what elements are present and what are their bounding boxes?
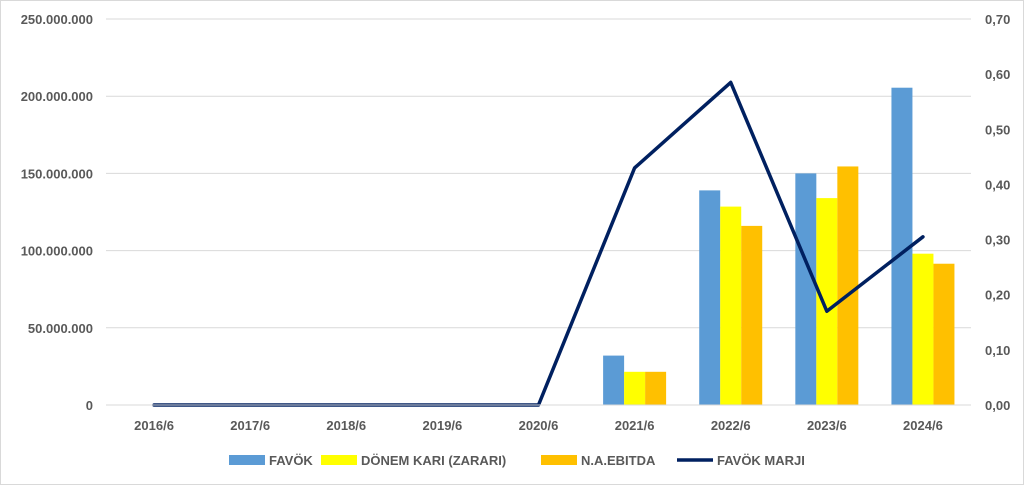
bar-n-a-ebitda [933, 263, 955, 405]
right-axis: 0,00 0,10 0,20 0,30 0,40 0,50 0,60 0,70 [985, 12, 1010, 413]
right-axis-tick-label: 0,30 [985, 233, 1010, 248]
legend-label: FAVÖK [269, 453, 313, 468]
legend-label: FAVÖK MARJI [717, 453, 805, 468]
bar-fav-k [891, 87, 913, 405]
right-axis-tick-label: 0,50 [985, 122, 1010, 137]
bar-n-a-ebitda [837, 166, 859, 405]
x-axis-tick-label: 2022/6 [711, 418, 751, 433]
left-axis-tick-label: 0 [86, 398, 93, 413]
x-axis: 2016/6 2017/6 2018/6 2019/6 2020/6 2021/6 2022… [106, 404, 971, 433]
bar-fav-k [699, 190, 721, 405]
x-axis-tick-label: 2019/6 [423, 418, 463, 433]
x-axis-tick-label: 2023/6 [807, 418, 847, 433]
left-axis-tick-label: 200.000.000 [21, 89, 93, 104]
left-axis-tick-label: 100.000.000 [21, 244, 93, 259]
bar-d-nem-kari-zarari- [720, 206, 742, 405]
left-axis-tick-label: 250.000.000 [21, 12, 93, 27]
left-axis-tick-label: 50.000.000 [28, 321, 93, 336]
right-axis-tick-label: 0,10 [985, 343, 1010, 358]
right-axis-tick-label: 0,40 [985, 177, 1010, 192]
bar-fav-k [603, 355, 625, 405]
right-axis-tick-label: 0,70 [985, 12, 1010, 27]
legend-swatch [541, 455, 577, 465]
bars [603, 87, 955, 405]
x-axis-tick-label: 2024/6 [903, 418, 943, 433]
right-axis-tick-label: 0,60 [985, 67, 1010, 82]
bar-d-nem-kari-zarari- [912, 253, 934, 405]
legend-label: N.A.EBITDA [581, 453, 656, 468]
bar-fav-k [795, 173, 817, 405]
x-axis-tick-label: 2016/6 [134, 418, 174, 433]
bar-n-a-ebitda [645, 371, 667, 405]
right-axis-tick-label: 0,20 [985, 288, 1010, 303]
legend: FAVÖK DÖNEM KARI (ZARARI) N.A.EBITDA FAVÖK … [229, 453, 805, 468]
left-axis-tick-label: 150.000.000 [21, 166, 93, 181]
x-axis-tick-label: 2021/6 [615, 418, 655, 433]
legend-swatch [229, 455, 265, 465]
right-axis-tick-label: 0,00 [985, 398, 1010, 413]
x-axis-tick-label: 2018/6 [326, 418, 366, 433]
x-axis-tick-label: 2020/6 [519, 418, 559, 433]
legend-swatch [321, 455, 357, 465]
legend-label: DÖNEM KARI (ZARARI) [361, 453, 506, 468]
bar-d-nem-kari-zarari- [816, 198, 838, 405]
bar-n-a-ebitda [741, 225, 763, 405]
x-axis-tick-label: 2017/6 [230, 418, 270, 433]
left-axis: 0 50.000.000 100.000.000 150.000.000 200.000… [21, 12, 93, 413]
bar-d-nem-kari-zarari- [624, 371, 646, 405]
